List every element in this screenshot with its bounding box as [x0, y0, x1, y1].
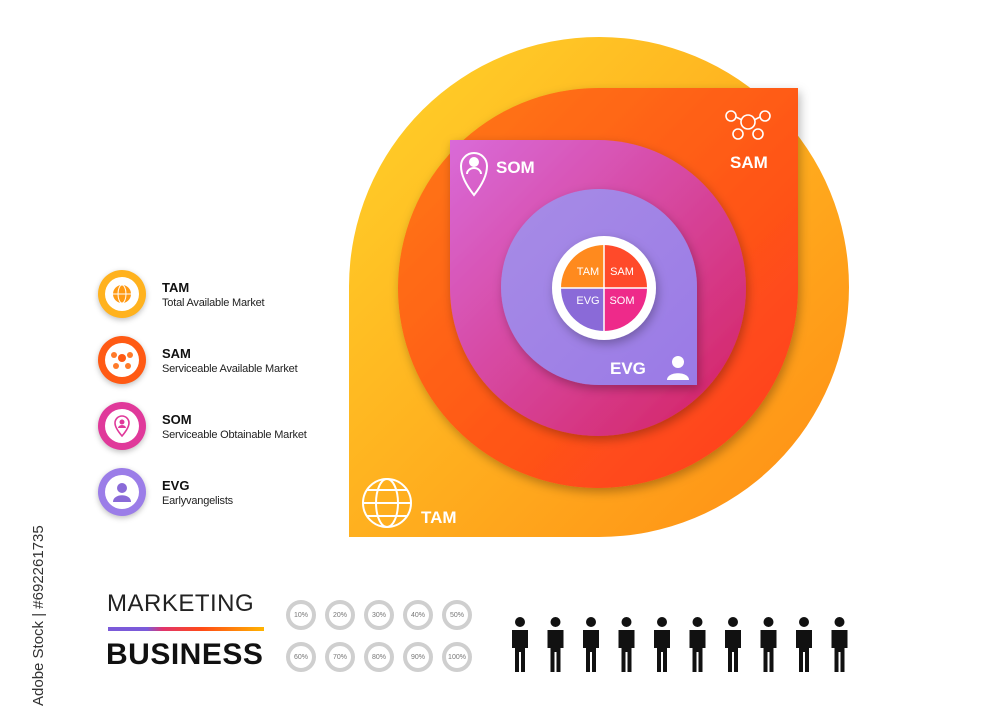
- person-figure-icon: [547, 617, 564, 672]
- sam-label: SAM: [730, 153, 768, 172]
- person-icon: [113, 483, 131, 502]
- legend-desc-tam: Total Available Market: [162, 297, 265, 309]
- legend-desc-som: Serviceable Obtainable Market: [162, 429, 307, 441]
- pie-label-tam: TAM: [577, 266, 599, 278]
- legend-item-evg: EVG Earlyvangelists: [98, 468, 338, 518]
- person-figure-icon: [796, 617, 812, 672]
- percent-circle: 30%: [364, 600, 394, 630]
- footer-divider-bar: [108, 627, 264, 631]
- evg-label: EVG: [610, 359, 646, 378]
- percent-circle: 50%: [442, 600, 472, 630]
- legend-code-sam: SAM: [162, 346, 191, 361]
- watermark: Adobe Stock | #692261735: [8, 478, 47, 708]
- pie-slice-evg: [561, 288, 604, 331]
- center-pie: TAM SAM EVG SOM: [552, 236, 656, 340]
- person-icon: [667, 356, 689, 380]
- pie-slice-tam: [561, 245, 604, 288]
- legend-code-som: SOM: [162, 412, 192, 427]
- legend-code-evg: EVG: [162, 478, 190, 493]
- percent-circle: 80%: [364, 642, 394, 672]
- legend-badge-sam: [98, 336, 146, 384]
- globe-people-icon: [362, 478, 412, 528]
- pie-slice-sam: [604, 245, 647, 288]
- location-person-icon: [114, 415, 130, 437]
- location-person-icon: [459, 152, 489, 197]
- globe-people-icon: [113, 284, 131, 304]
- footer-title-business: BUSINESS: [106, 638, 264, 671]
- legend-item-tam: TAM Total Available Market: [98, 270, 338, 320]
- pie-slice-som: [604, 288, 647, 331]
- footer-title-marketing: MARKETING: [107, 590, 255, 617]
- people-row: [512, 617, 848, 672]
- legend-desc-sam: Serviceable Available Market: [162, 363, 298, 375]
- person-figure-icon: [654, 617, 670, 672]
- legend-item-sam: SAM Serviceable Available Market: [98, 336, 338, 386]
- person-figure-icon: [760, 617, 777, 672]
- tam-label: TAM: [421, 508, 457, 527]
- percent-circle: 20%: [325, 600, 355, 630]
- legend-item-som: SOM Serviceable Obtainable Market: [98, 402, 338, 452]
- legend-desc-evg: Earlyvangelists: [162, 495, 233, 507]
- percent-circle: 10%: [286, 600, 316, 630]
- pie-label-som: SOM: [609, 295, 634, 307]
- watermark-text: Adobe Stock | #692261735: [30, 525, 47, 706]
- percent-circle: 60%: [286, 642, 316, 672]
- person-figure-icon: [689, 617, 706, 672]
- legend-badge-tam: [98, 270, 146, 318]
- pie-label-evg: EVG: [576, 295, 599, 307]
- percent-circle: 100%: [442, 642, 472, 672]
- legend-badge-evg: [98, 468, 146, 516]
- person-figure-icon: [512, 617, 528, 672]
- person-figure-icon: [583, 617, 599, 672]
- pie-label-sam: SAM: [610, 266, 634, 278]
- legend-badge-som: [98, 402, 146, 450]
- percent-circle: 90%: [403, 642, 433, 672]
- som-label: SOM: [496, 158, 535, 177]
- people-network-icon: [725, 110, 771, 140]
- person-figure-icon: [725, 617, 741, 672]
- legend-code-tam: TAM: [162, 280, 190, 295]
- percent-circle: 70%: [325, 642, 355, 672]
- people-network-icon: [111, 352, 133, 369]
- person-figure-icon: [831, 617, 848, 672]
- percent-circle: 40%: [403, 600, 433, 630]
- person-figure-icon: [618, 617, 635, 672]
